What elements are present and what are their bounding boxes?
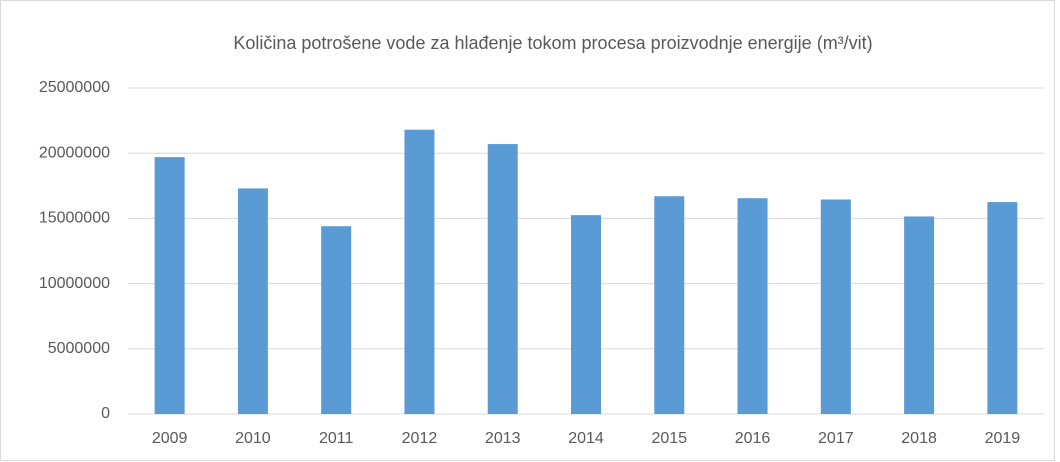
y-tick-label: 25000000 xyxy=(39,79,110,96)
x-tick-label: 2015 xyxy=(651,430,687,447)
y-tick-label: 10000000 xyxy=(39,275,110,292)
x-tick-label: 2019 xyxy=(985,430,1021,447)
x-tick-label: 2017 xyxy=(818,430,854,447)
x-tick-label: 2013 xyxy=(485,430,521,447)
bar xyxy=(404,129,435,414)
y-tick-label: 15000000 xyxy=(39,210,110,227)
y-tick-label: 0 xyxy=(101,405,110,422)
x-tick-label: 2018 xyxy=(901,430,937,447)
y-tick-label: 5000000 xyxy=(48,340,110,357)
x-tick-label: 2014 xyxy=(568,430,604,447)
bar xyxy=(820,199,851,414)
bar xyxy=(654,196,685,414)
bar xyxy=(154,157,185,414)
chart-title: Količina potrošene vode za hlađenje toko… xyxy=(233,33,872,53)
bar xyxy=(987,202,1018,414)
bar xyxy=(321,226,352,414)
bar xyxy=(904,216,935,414)
x-tick-label: 2010 xyxy=(235,430,271,447)
bar xyxy=(571,215,601,414)
bar xyxy=(487,144,518,414)
bar xyxy=(237,188,268,414)
x-tick-label: 2009 xyxy=(152,430,188,447)
y-tick-label: 20000000 xyxy=(39,144,110,161)
bar xyxy=(737,198,768,414)
x-tick-label: 2011 xyxy=(319,430,354,447)
x-tick-label: 2016 xyxy=(735,430,771,447)
x-tick-label: 2012 xyxy=(402,430,438,447)
